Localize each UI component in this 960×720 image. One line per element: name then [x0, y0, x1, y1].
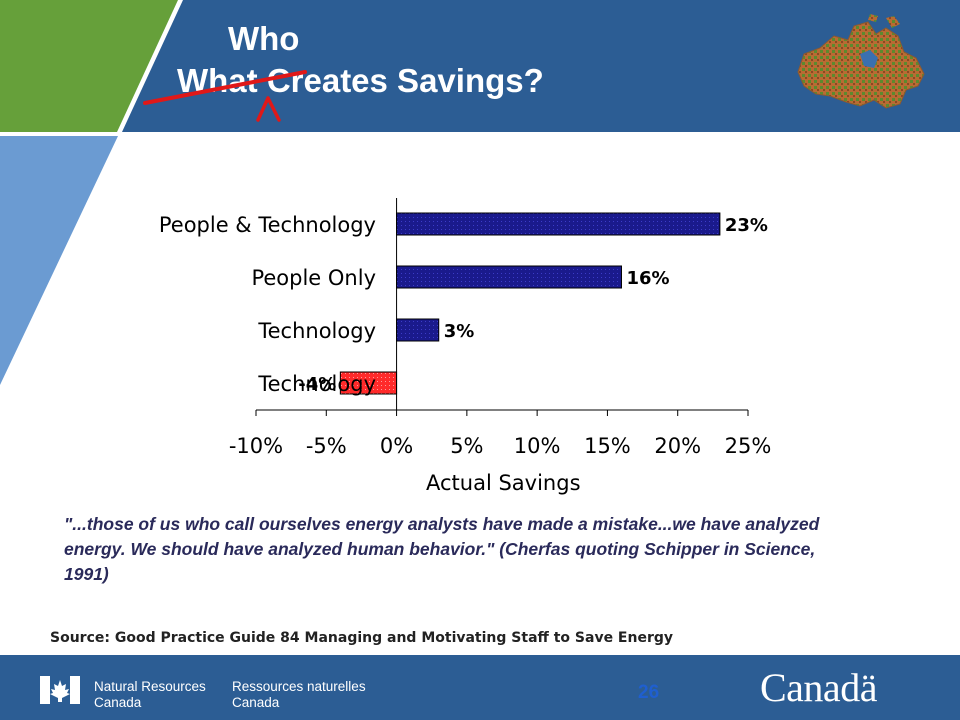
- x-tick-label: 5%: [450, 434, 483, 458]
- x-tick-label: 0%: [380, 434, 413, 458]
- category-label: People & Technology: [159, 213, 376, 237]
- x-axis-title: Actual Savings: [426, 471, 581, 495]
- footer-dept-en-line1: Natural Resources: [94, 679, 206, 694]
- title-line-who: Who: [228, 20, 300, 57]
- canada-flag-icon: [40, 676, 80, 704]
- page-number: 26: [638, 682, 660, 703]
- footer-dept-fr-line1: Ressources naturelles: [232, 679, 366, 694]
- blue-side-triangle: [0, 136, 118, 385]
- footer-banner: [0, 655, 960, 720]
- footer-dept-fr-line2: Canada: [232, 695, 280, 710]
- x-tick-label: 20%: [654, 434, 701, 458]
- x-tick-label: 10%: [514, 434, 561, 458]
- footer-department-en: Natural Resources Canada: [94, 679, 206, 711]
- green-header-block: [0, 0, 178, 132]
- canada-wordmark: Canadä: [760, 665, 877, 710]
- category-label: People Only: [251, 266, 376, 290]
- canada-map-icon: [797, 14, 925, 109]
- value-label: 16%: [626, 268, 669, 289]
- quote-text: "...those of us who call ourselves energ…: [64, 514, 820, 584]
- bar: [396, 212, 721, 236]
- source-citation: Source: Good Practice Guide 84 Managing …: [50, 630, 674, 646]
- footer-department-fr: Ressources naturelles Canada: [232, 679, 366, 711]
- x-tick-label: -10%: [229, 434, 283, 458]
- x-tick-label: 15%: [584, 434, 631, 458]
- value-label: 23%: [725, 215, 768, 236]
- x-tick-label: 25%: [725, 434, 772, 458]
- category-label: Technology: [257, 372, 376, 396]
- value-label: -4%: [298, 374, 336, 395]
- bar: [396, 265, 622, 289]
- category-label: Technology: [257, 319, 376, 343]
- x-tick-label: -5%: [306, 434, 347, 458]
- footer-dept-en-line2: Canada: [94, 695, 142, 710]
- bar: [396, 318, 440, 342]
- value-label: 3%: [444, 321, 475, 342]
